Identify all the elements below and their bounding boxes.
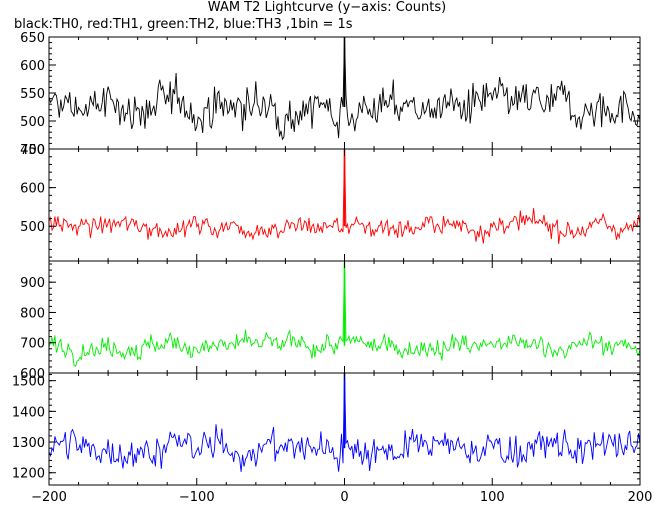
x-tick-label: 100 [480, 490, 505, 505]
y-tick-label: 550 [20, 87, 45, 102]
y-tick-label: 600 [20, 182, 45, 197]
y-tick-label: 600 [20, 367, 45, 382]
y-tick-label: 500 [20, 220, 45, 235]
y-tick-label: 900 [20, 276, 45, 291]
chart-title: WAM T2 Lightcurve (y−axis: Counts) [207, 0, 447, 15]
y-tick-label: 1300 [12, 436, 45, 451]
x-tick-label: 0 [340, 490, 348, 505]
y-tick-label: 800 [20, 306, 45, 321]
y-tick-label: 1200 [12, 467, 45, 482]
y-tick-label: 650 [20, 31, 45, 46]
y-tick-label: 700 [20, 143, 45, 158]
y-tick-label: 600 [20, 59, 45, 74]
x-tick-label: 200 [628, 490, 653, 505]
y-tick-label: 1400 [12, 405, 45, 420]
y-tick-label: 1500 [12, 375, 45, 390]
y-tick-label: 700 [20, 337, 45, 352]
y-tick-label: 450 [20, 143, 45, 158]
x-tick-label: −100 [179, 490, 215, 505]
y-tick-label: 500 [20, 115, 45, 130]
x-tick-label: −200 [31, 490, 67, 505]
chart-subtitle: black:TH0, red:TH1, green:TH2, blue:TH3 … [14, 17, 353, 32]
